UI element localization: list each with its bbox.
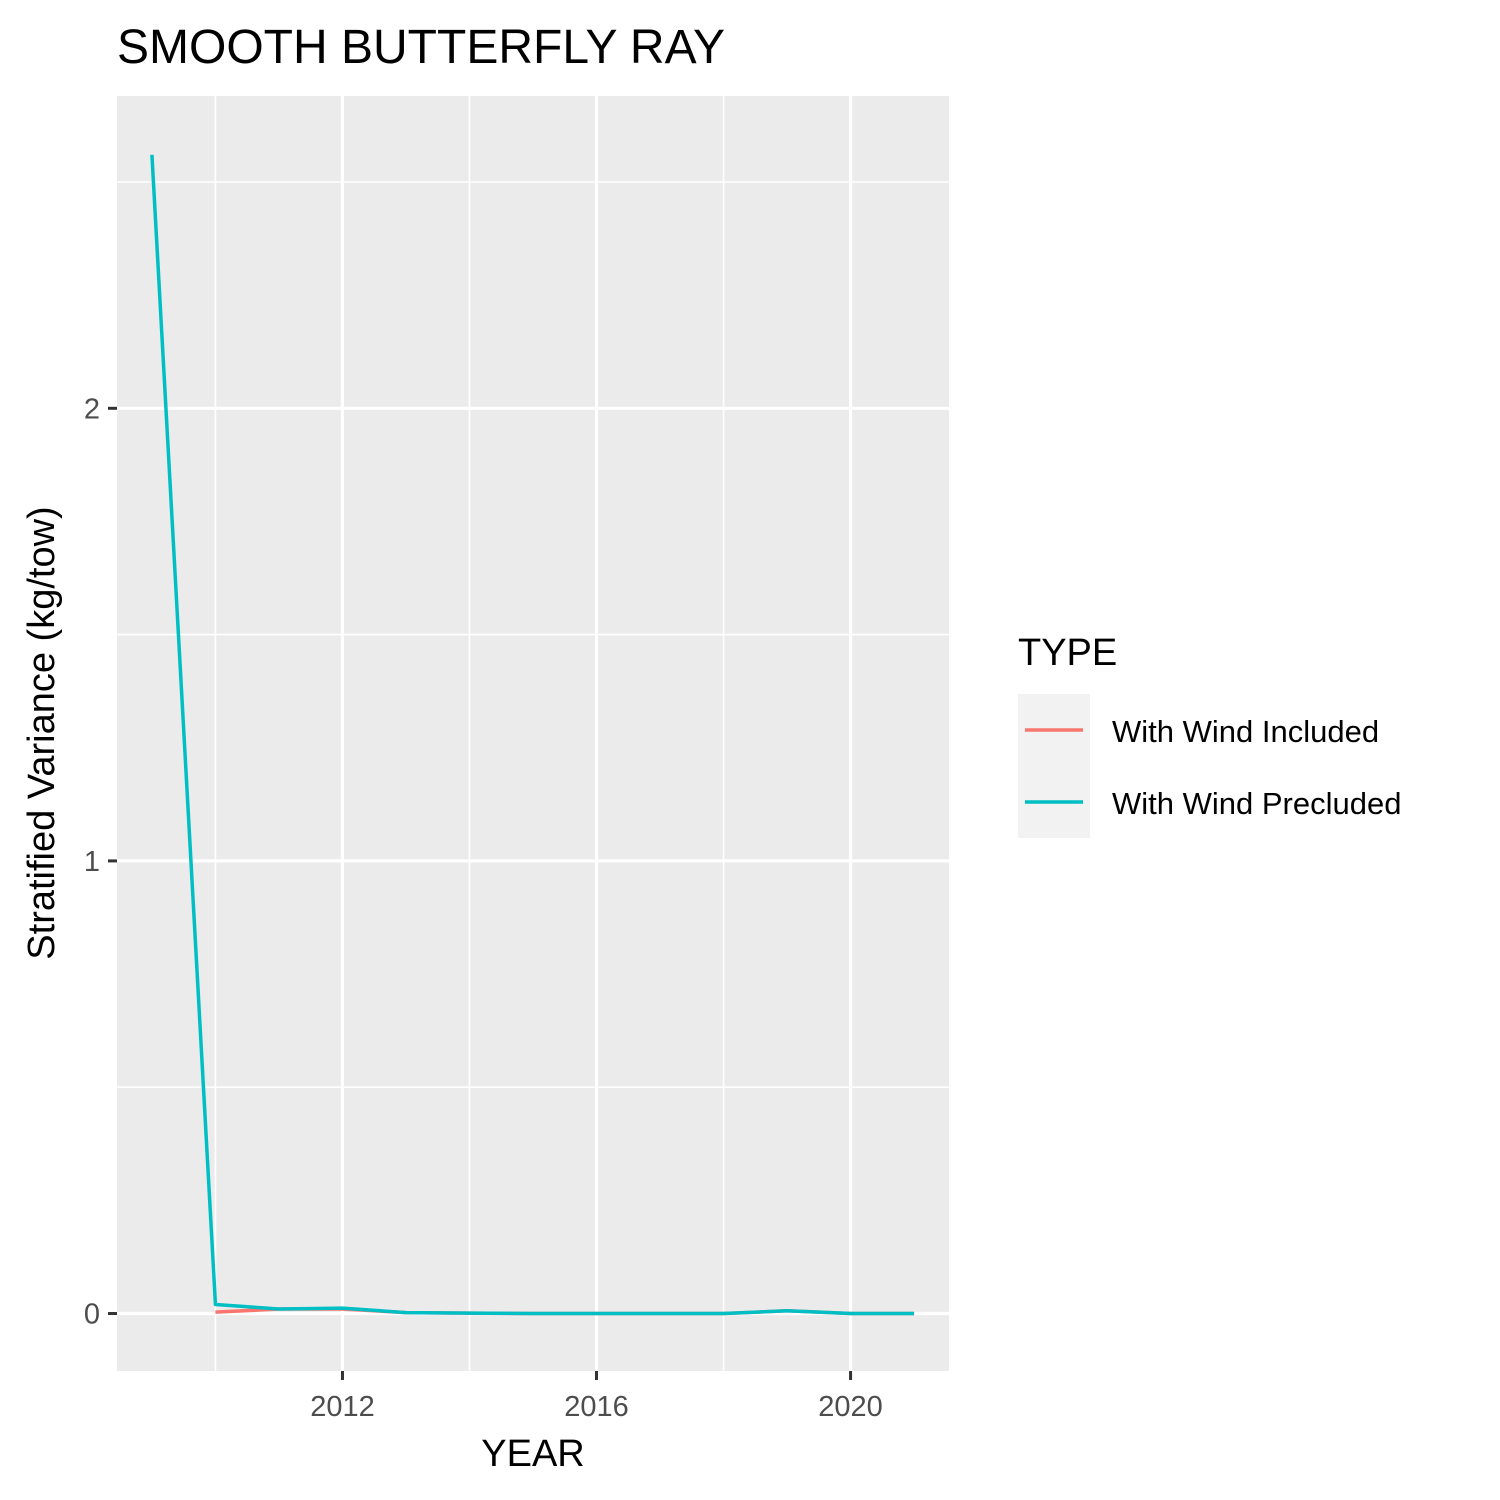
x-tick-label-1: 2016 (564, 1391, 629, 1423)
series-line-with-wind-precluded (150, 154, 915, 1316)
series-lines (150, 154, 915, 1316)
y-tick-label-0: 0 (84, 1299, 100, 1331)
y-axis: 0 1 2 (84, 393, 117, 1331)
y-axis-title: Stratified Variance (kg/tow) (21, 506, 63, 959)
legend-keys-background (1018, 694, 1090, 838)
x-tick-label-0: 2012 (310, 1391, 375, 1423)
y-tick-label-1: 1 (84, 846, 100, 878)
x-axis-title: YEAR (481, 1433, 584, 1475)
plot-panel (117, 96, 949, 1371)
legend-label-with-wind-precluded: With Wind Precluded (1112, 786, 1401, 821)
legend-title: TYPE (1018, 632, 1117, 674)
legend: TYPE With Wind Included With Wind Preclu… (1018, 632, 1401, 838)
legend-label-with-wind-included: With Wind Included (1112, 714, 1379, 749)
minor-gridlines (117, 96, 949, 1371)
y-tick-label-2: 2 (84, 393, 100, 425)
x-tick-label-2: 2020 (818, 1391, 883, 1423)
chart-title: SMOOTH BUTTERFLY RAY (117, 21, 725, 74)
x-axis: 2012 2016 2020 (310, 1371, 883, 1423)
